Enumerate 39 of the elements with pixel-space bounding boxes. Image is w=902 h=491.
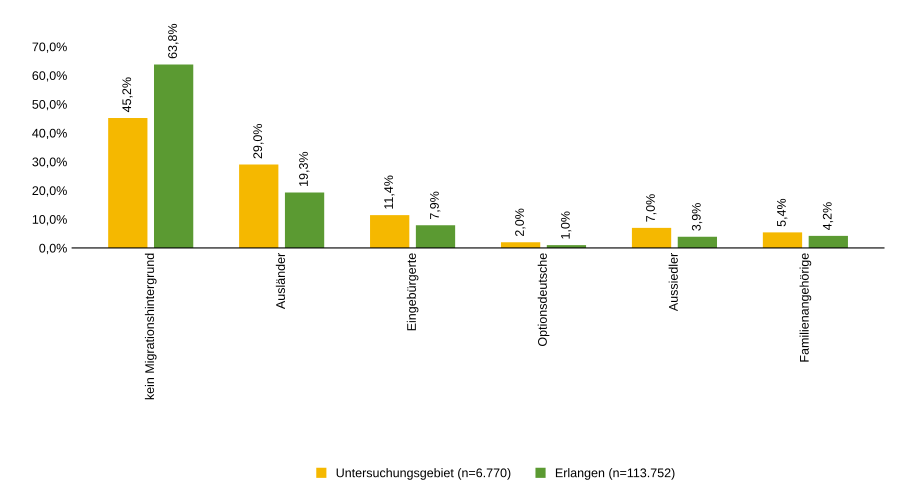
data-label: 45,2% bbox=[122, 77, 133, 112]
data-label: 7,9% bbox=[430, 192, 440, 220]
y-tick-label: 60,0% bbox=[32, 71, 67, 82]
bar bbox=[284, 192, 324, 248]
data-label: 5,4% bbox=[777, 198, 788, 226]
x-tick-label: Eingebürgerte bbox=[406, 253, 418, 330]
y-tick-label: 20,0% bbox=[32, 186, 67, 197]
x-tick-label: kein Migrationshintergrund bbox=[144, 254, 157, 400]
data-label: 19,3% bbox=[299, 152, 310, 186]
data-label: 63,8% bbox=[168, 24, 178, 58]
y-tick-label: 30,0% bbox=[32, 157, 67, 168]
y-tick-label: 0,0% bbox=[39, 244, 67, 254]
y-tick-label: 50,0% bbox=[32, 100, 67, 110]
data-label: 4,2% bbox=[822, 202, 834, 230]
bar bbox=[762, 232, 802, 248]
bar bbox=[678, 236, 718, 248]
data-label: 11,4% bbox=[384, 176, 395, 209]
y-tick-label: 10,0% bbox=[32, 214, 67, 226]
data-label: 29,0% bbox=[253, 124, 264, 158]
x-tick-label: Optionsdeutsche bbox=[538, 253, 550, 346]
data-label: 1,0% bbox=[560, 211, 572, 239]
bar bbox=[154, 64, 194, 248]
data-label: 3,9% bbox=[692, 203, 702, 231]
data-label: 2,0% bbox=[515, 208, 526, 236]
bar bbox=[370, 215, 410, 248]
legend-label: Erlangen (n=113.752) bbox=[556, 468, 674, 480]
bar bbox=[808, 236, 848, 248]
y-tick-label: 40,0% bbox=[32, 128, 67, 140]
bar bbox=[500, 242, 540, 248]
x-tick-label: Aussiedler bbox=[668, 253, 678, 312]
bar bbox=[239, 164, 278, 248]
bar bbox=[632, 228, 672, 248]
bar bbox=[416, 225, 456, 248]
x-tick-label: Ausländer bbox=[276, 253, 286, 310]
bar bbox=[108, 118, 148, 248]
legend-label: Untersuchungsgebiet (n=6.770) bbox=[336, 468, 510, 480]
y-tick-label: 70,0% bbox=[32, 42, 67, 53]
x-tick-label: Familienangehörige bbox=[800, 253, 812, 362]
data-label: 7,0% bbox=[646, 194, 656, 222]
